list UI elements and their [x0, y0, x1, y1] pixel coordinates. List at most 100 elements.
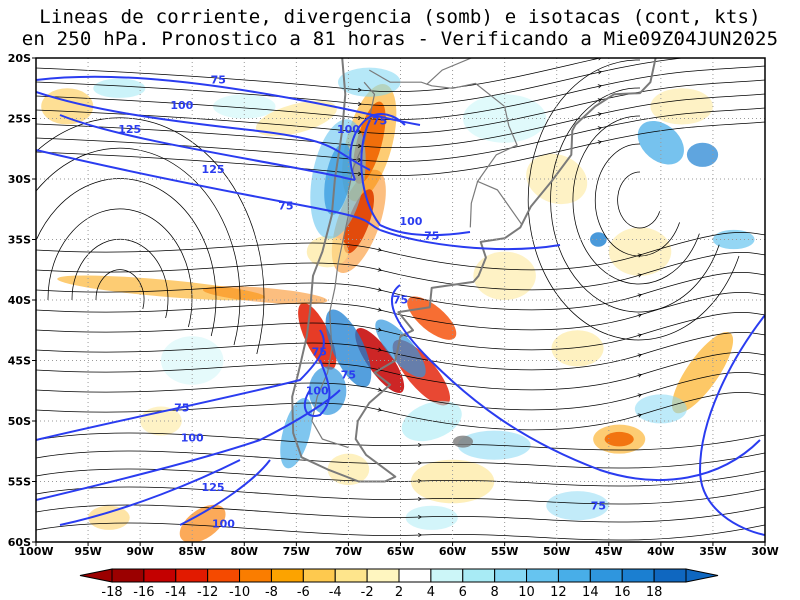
colorbar-label: 8: [491, 585, 499, 600]
colorbar-swatch: [557, 568, 591, 583]
colorbar-swatch: [111, 568, 145, 583]
isotach-label: 100: [399, 215, 422, 228]
streamline: [36, 332, 765, 371]
isotach-contour: [303, 359, 331, 417]
divergence-patch: [325, 309, 372, 388]
colorbar-swatch: [143, 568, 177, 583]
lon-tick-label: 35W: [699, 545, 726, 558]
isotach-contour: [59, 459, 241, 526]
country-border: [469, 181, 479, 228]
colorbar-swatch: [334, 568, 368, 583]
colorbar-label: 14: [582, 585, 599, 600]
colorbar-swatch: [589, 568, 623, 583]
isotach-contour: [698, 314, 765, 536]
isotach-contour: [59, 114, 356, 181]
isotach-label: 100: [212, 517, 235, 530]
lat-tick-label: 45S: [8, 355, 31, 368]
lon-tick-label: 100W: [18, 545, 53, 558]
colorbar-label: 18: [646, 585, 663, 600]
streamline: [36, 372, 765, 411]
isotach-labels: 7510012512575100751007575757510075100125…: [118, 73, 606, 530]
streamline: [36, 312, 765, 351]
isotach-contour: [36, 75, 421, 126]
colorbar-swatch: [462, 568, 496, 583]
colorbar-swatch: [175, 568, 209, 583]
isotach-contour: [360, 119, 471, 237]
lon-tick-label: 30W: [751, 545, 778, 558]
colorbar-label: 4: [427, 585, 435, 600]
lon-tick-label: 50W: [543, 545, 570, 558]
streamline: [36, 392, 765, 431]
streamline: [36, 522, 765, 541]
lat-tick-label: 60S: [8, 536, 31, 549]
divergence-patch: [671, 331, 734, 414]
streamline: [95, 269, 145, 310]
isotach-label: 75: [312, 346, 327, 359]
divergence-patch: [546, 491, 609, 521]
chart-title-line1: Lineas de corriente, divergencia (somb) …: [39, 6, 761, 28]
isotach-contour: [36, 91, 371, 171]
isotach-label: 100: [306, 384, 329, 397]
divergence-patch: [298, 302, 337, 370]
colorbar-label: -8: [265, 585, 278, 600]
streamline: [36, 117, 265, 355]
isotach-label: 125: [118, 123, 141, 136]
falkland-islands: [452, 435, 473, 448]
south-america-coastline: [291, 58, 657, 483]
isotach-label: 125: [202, 163, 225, 176]
graticule-layer: [36, 58, 765, 542]
isotach-contour: [36, 389, 341, 501]
streamline: [36, 450, 765, 469]
isotach-contours-layer: [36, 75, 765, 536]
colorbar-label: -10: [229, 585, 250, 600]
isotach-label: 100: [337, 123, 360, 136]
streamline: [36, 468, 765, 487]
isotach-label: 75: [278, 199, 293, 212]
streamline: [527, 59, 740, 341]
isotach-label: 75: [393, 294, 408, 307]
map-axes: 100W 95W 90W 85W 80W 75W 70W 65W 60W 55W 50W 45W 40W…: [8, 52, 779, 558]
streamline: [36, 147, 241, 346]
colorbar-label: -6: [297, 585, 310, 600]
lon-tick-label: 90W: [126, 545, 153, 558]
colorbar-label: 2: [395, 585, 403, 600]
colorbar-swatch: [270, 568, 304, 583]
isotach-contour: [390, 284, 761, 481]
isotach-label: 75: [341, 369, 356, 382]
isotach-contour: [36, 149, 381, 231]
isotach-label: 75: [424, 230, 439, 243]
isotach-label: 100: [170, 99, 193, 112]
streamline: [36, 504, 765, 523]
divergence-patch: [324, 143, 352, 215]
lat-tick-label: 35S: [8, 234, 31, 247]
colorbar-label: -12: [197, 585, 218, 600]
divergence-patch: [93, 78, 146, 98]
lon-tick-label: 95W: [74, 545, 101, 558]
divergence-patch: [593, 424, 646, 454]
streamline: [36, 432, 765, 451]
lon-tick-label: 70W: [335, 545, 362, 558]
lat-tick-label: 30S: [8, 173, 31, 186]
isotach-label: 75: [211, 73, 226, 86]
country-border: [311, 81, 376, 449]
streamline: [572, 115, 700, 285]
divergence-patch: [405, 505, 458, 530]
divergence-patch: [327, 453, 370, 486]
colorbar-label: 16: [614, 585, 631, 600]
streamline: [617, 171, 661, 229]
colorbar-swatch: [398, 568, 432, 583]
lon-tick-label: 65W: [387, 545, 414, 558]
isotach-label: 75: [591, 499, 606, 512]
isotach-contour: [379, 229, 561, 251]
divergence-patch: [88, 505, 130, 530]
isotach-contour: [36, 329, 325, 441]
divergence-patch: [179, 504, 226, 542]
colorbar-label: 10: [518, 585, 535, 600]
lon-tick-label: 75W: [283, 545, 310, 558]
streamline: [36, 292, 765, 331]
streamline: [594, 143, 680, 257]
streamline: [550, 87, 720, 313]
colorbar-label: 12: [550, 585, 567, 600]
isotach-label: 125: [202, 481, 225, 494]
colorbar-swatch: [366, 568, 400, 583]
